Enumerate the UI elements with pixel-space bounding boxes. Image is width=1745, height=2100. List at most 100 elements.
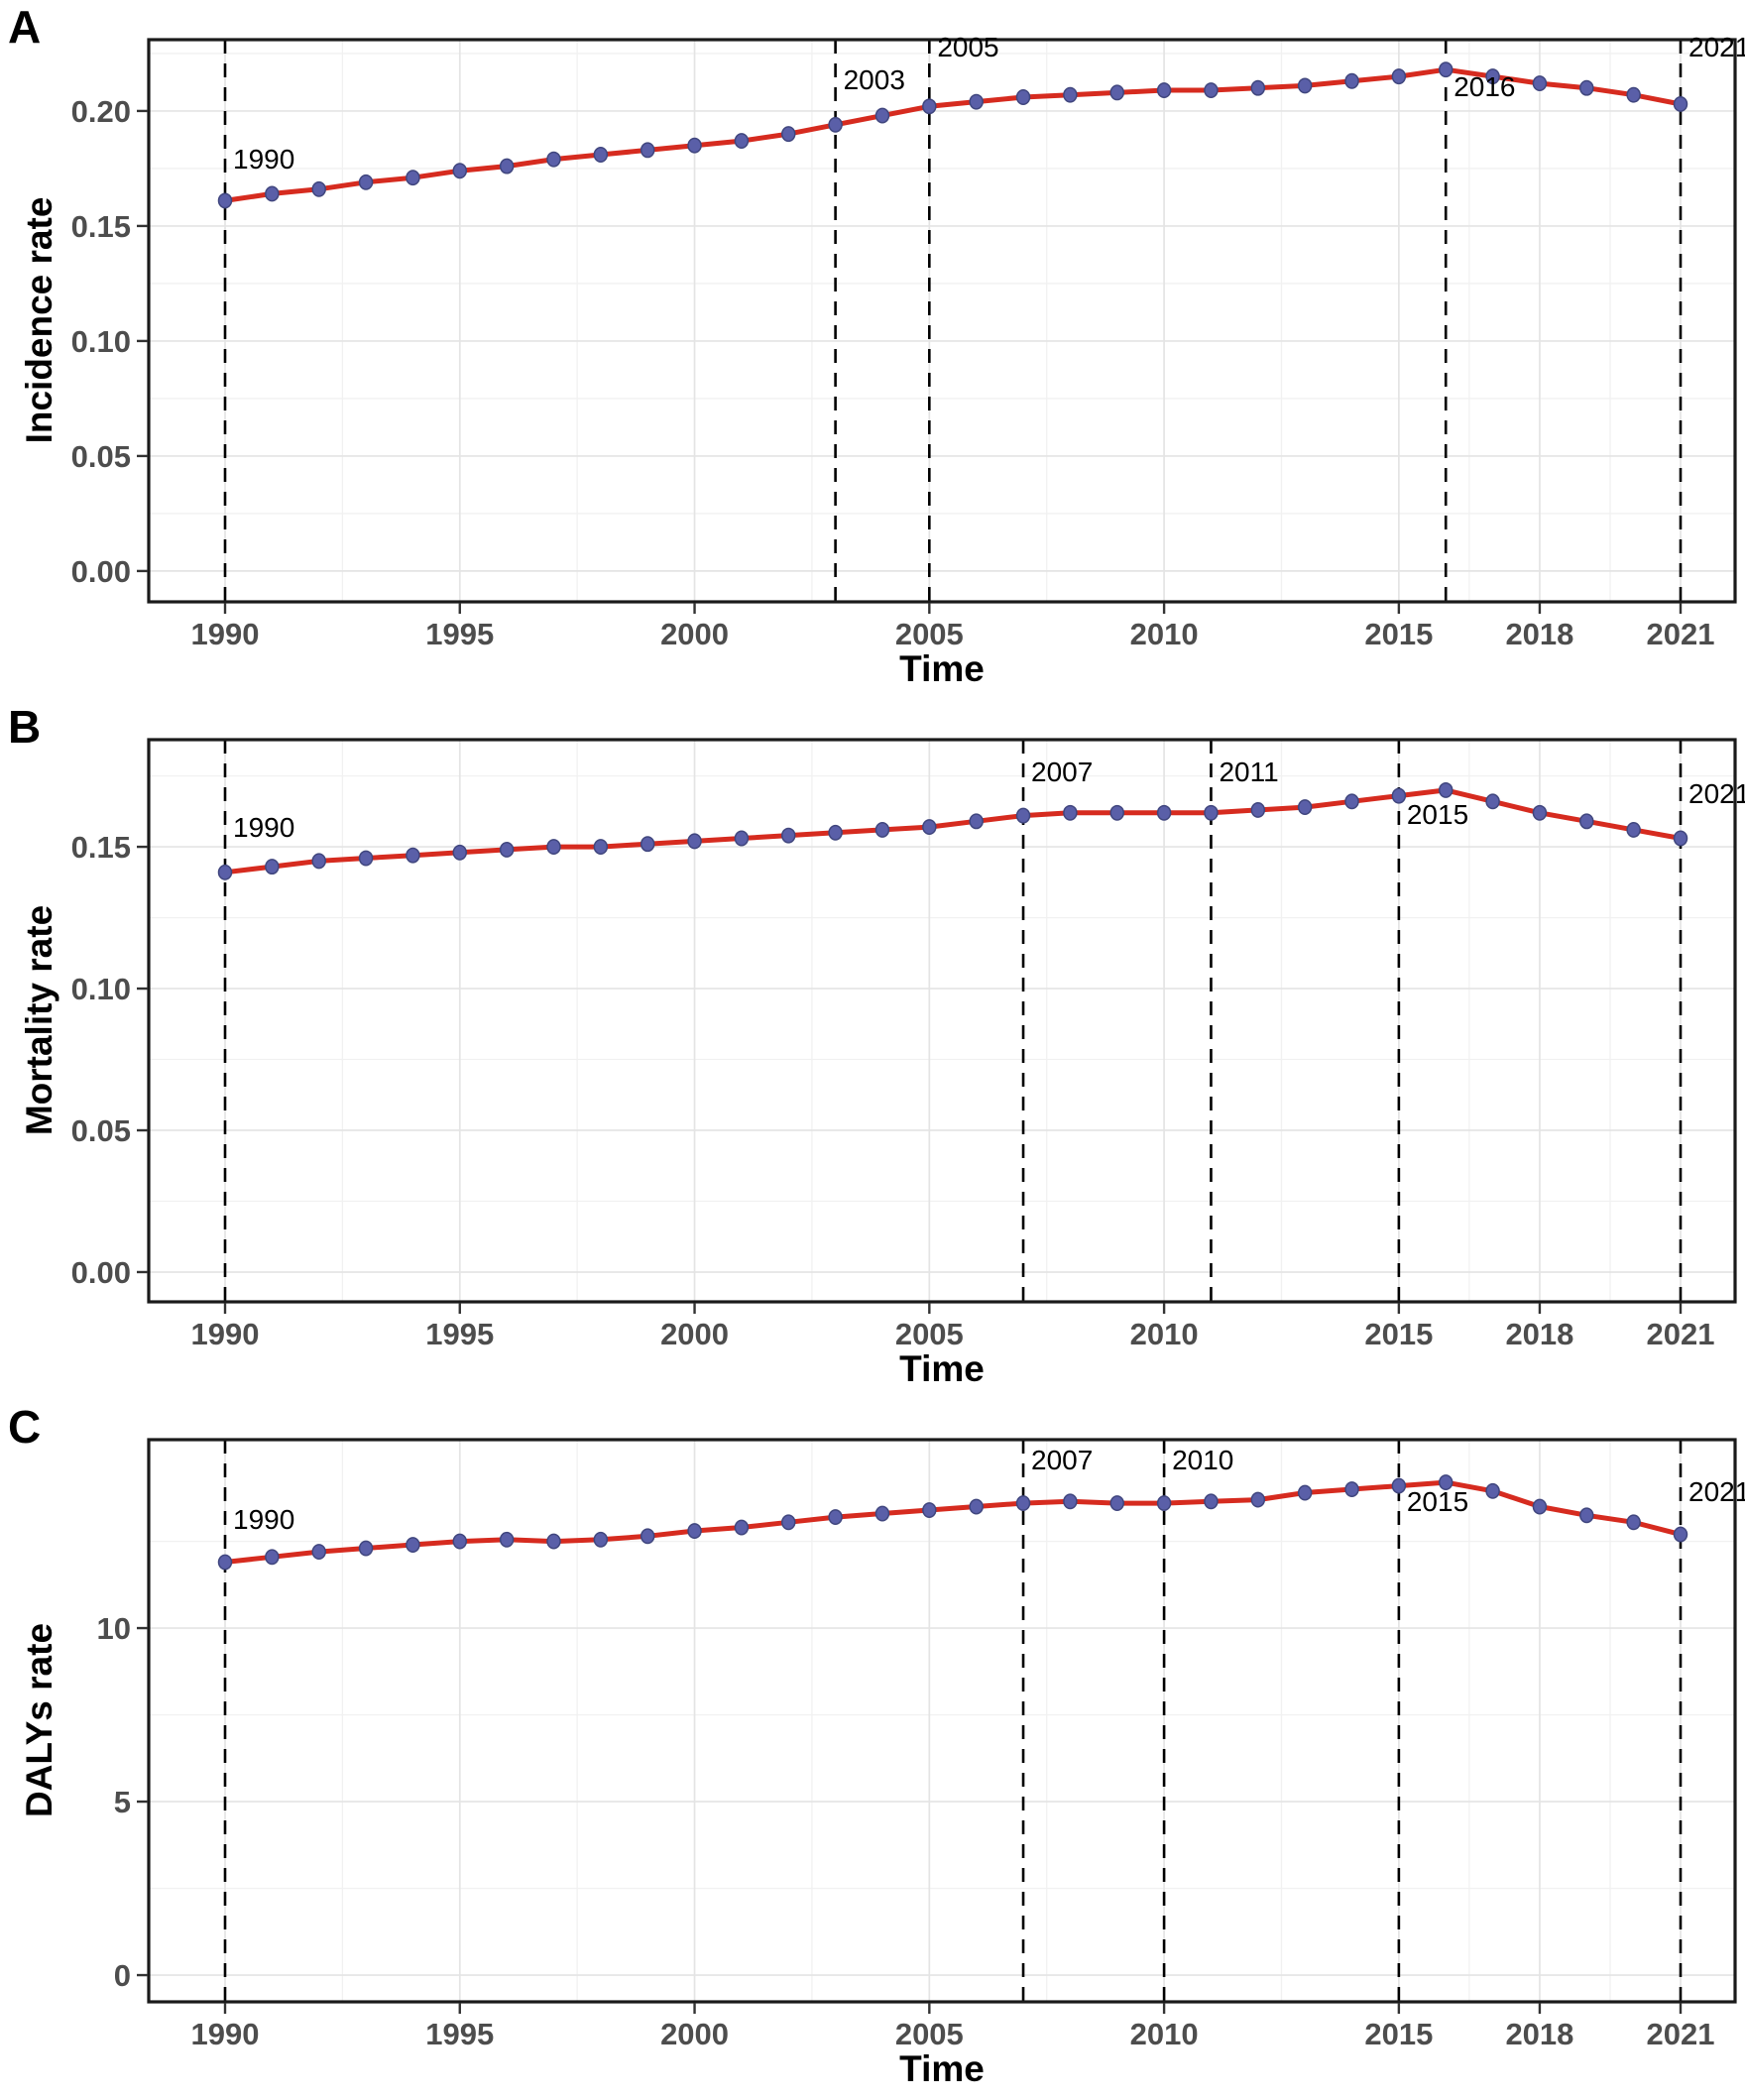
data-point-2017	[1485, 793, 1500, 810]
annotation-year-label-2003: 2003	[844, 64, 905, 95]
data-point-1999	[640, 142, 655, 159]
data-point-1992	[311, 180, 326, 197]
y-tick-label: 0.10	[71, 324, 131, 359]
data-point-2011	[1204, 1493, 1219, 1510]
x-tick-label: 1995	[425, 1317, 494, 1351]
data-point-2003	[828, 1509, 843, 1526]
data-point-2010	[1156, 804, 1172, 821]
data-point-2008	[1063, 86, 1078, 103]
annotation-year-label-2007: 2007	[1031, 1445, 1093, 1475]
annotation-year-label-2021: 2021	[1688, 778, 1745, 809]
data-point-1997	[546, 151, 561, 168]
y-tick-label: 0.15	[71, 209, 131, 244]
data-point-2000	[687, 137, 702, 154]
data-point-2004	[874, 107, 890, 124]
trend-line	[222, 66, 1684, 203]
annotation-year-label-2016: 2016	[1454, 71, 1515, 102]
x-tick-label: 2018	[1505, 1317, 1573, 1351]
data-point-2005	[922, 1502, 937, 1519]
y-axis-title-incidence: Incidence rate	[19, 196, 59, 444]
data-point-1996	[499, 158, 515, 175]
data-point-2016	[1438, 1474, 1454, 1491]
trend-line	[222, 1479, 1684, 1565]
y-tick-label: 0.05	[71, 1113, 131, 1148]
x-tick-label: 2005	[895, 1317, 964, 1351]
x-tick-label: 2000	[660, 1317, 729, 1351]
panel-background	[149, 740, 1735, 1302]
data-point-2008	[1063, 1493, 1078, 1510]
data-point-2006	[969, 93, 984, 110]
annotation-year-label-2005: 2005	[937, 32, 998, 62]
data-point-2019	[1579, 79, 1594, 96]
annotation-year-label-2010: 2010	[1172, 1445, 1233, 1475]
x-axis-title-time: Time	[899, 1348, 985, 1389]
data-point-2006	[969, 1498, 984, 1515]
annotation-year-label-1990: 1990	[233, 144, 294, 175]
x-tick-label: 1990	[191, 2017, 260, 2051]
data-point-2001	[734, 133, 750, 150]
panel-background	[149, 40, 1735, 602]
data-point-1994	[406, 1537, 420, 1554]
data-point-2009	[1109, 804, 1124, 821]
data-point-2018	[1532, 1498, 1548, 1515]
data-point-1990	[217, 864, 233, 880]
data-point-2001	[734, 830, 750, 847]
data-point-1994	[406, 847, 420, 864]
panel-c-dalys: 1990 1995 2000 2005 2010 2015 2018 2021 0 5 10 1990…	[0, 1400, 1745, 2100]
data-point-2015	[1391, 1477, 1407, 1494]
y-axis-title-dalys: DALYs rate	[19, 1622, 59, 1818]
data-point-2003	[828, 824, 843, 841]
panel-letter-b: B	[8, 701, 42, 753]
dalys-rate-chart: 1990 1995 2000 2005 2010 2015 2018 2021 0 5 10 1990…	[97, 1438, 1745, 2051]
data-point-1999	[640, 1528, 655, 1545]
data-point-2005	[922, 819, 937, 836]
data-point-1998	[593, 147, 609, 163]
y-tick-label: 0.10	[71, 972, 131, 1006]
data-point-2010	[1156, 1495, 1172, 1512]
data-point-2005	[922, 98, 937, 115]
data-point-2014	[1344, 793, 1359, 810]
y-tick-label: 10	[97, 1611, 131, 1646]
data-point-2011	[1204, 82, 1219, 98]
data-point-1992	[311, 1544, 326, 1561]
annotation-year-label-2021: 2021	[1688, 32, 1745, 62]
annotation-year-label-2011: 2011	[1219, 757, 1278, 787]
data-point-2021	[1673, 830, 1688, 847]
data-point-2010	[1156, 82, 1172, 98]
annotation-year-label-2007: 2007	[1031, 757, 1093, 787]
data-point-1992	[311, 853, 326, 870]
x-tick-label: 2010	[1130, 617, 1199, 651]
x-tick-label: 2018	[1505, 2017, 1573, 2051]
data-point-2004	[874, 821, 890, 838]
x-tick-label: 2010	[1130, 2017, 1199, 2051]
data-point-2016	[1438, 61, 1454, 78]
data-point-2008	[1063, 804, 1078, 821]
y-tick-label: 0.15	[71, 830, 131, 865]
y-tick-label: 0.00	[71, 554, 131, 589]
y-tick-label: 0.00	[71, 1255, 131, 1290]
x-tick-label: 2000	[660, 2017, 729, 2051]
data-point-2007	[1015, 807, 1031, 824]
annotation-year-label-2015: 2015	[1407, 1486, 1468, 1517]
panel-border	[147, 1438, 1737, 2004]
data-point-1999	[640, 836, 655, 853]
data-point-2000	[687, 1523, 702, 1540]
data-point-1991	[265, 1549, 280, 1566]
data-point-2004	[874, 1505, 890, 1522]
annotation-year-label-2021: 2021	[1688, 1476, 1745, 1507]
data-point-1993	[358, 1540, 374, 1557]
data-point-1998	[593, 839, 609, 856]
x-tick-label: 2005	[895, 2017, 964, 2051]
data-point-1994	[406, 170, 420, 186]
data-point-1991	[265, 185, 280, 202]
panel-b-mortality: 1990 1995 2000 2005 2010 2015 2018 2021 0.00 0.05…	[0, 700, 1745, 1400]
data-point-2019	[1579, 813, 1594, 830]
data-point-2018	[1532, 75, 1548, 92]
data-point-2017	[1485, 68, 1500, 85]
data-point-2006	[969, 813, 984, 830]
data-point-2014	[1344, 1481, 1359, 1498]
x-tick-label: 2015	[1364, 617, 1433, 651]
data-point-2018	[1532, 804, 1548, 821]
data-point-2015	[1391, 787, 1407, 804]
data-point-2019	[1579, 1507, 1594, 1524]
